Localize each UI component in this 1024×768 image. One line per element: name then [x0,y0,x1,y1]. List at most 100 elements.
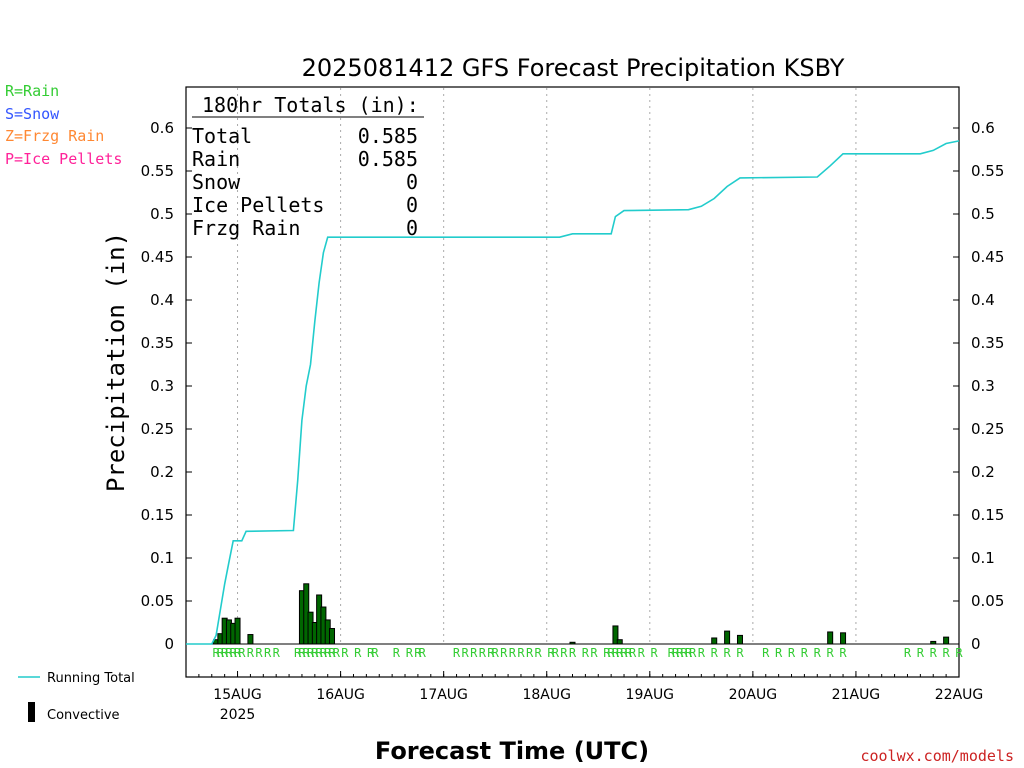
precip-type-mark: R [509,646,517,660]
precip-type-mark: R [904,646,912,660]
precip-type-mark: R [333,646,341,660]
precip-type-mark: R [552,646,560,660]
convective-bar [840,632,847,645]
precip-type-mark: R [414,646,422,660]
precip-type-mark: R [775,646,783,660]
y-tick-label-left: 0.6 [150,119,174,137]
totals-header: 180hr Totals (in): [202,93,419,117]
precip-type-mark: R [612,646,620,660]
y-tick-label-right: 0 [971,635,981,653]
precip-type-mark: R [685,646,693,660]
precip-type-mark: R [762,646,770,660]
precip-type-mark: R [303,646,311,660]
precip-type-mark: R [367,646,375,660]
precip-type-mark: R [930,646,938,660]
precip-type-mark: R [638,646,646,660]
precip-type-mark: R [676,646,684,660]
x-tick-label: 22AUG [935,687,984,703]
y-tick-label-left: 0.5 [150,205,174,223]
y-tick-label-left: 0.15 [141,506,174,524]
y-tick-label-right: 0.5 [971,205,995,223]
x-tick-label: 18AUG [522,687,571,703]
precip-type-mark: R [535,646,543,660]
totals-value-ice-pellets: 0 [406,193,418,217]
legend-convective: Convective [47,708,120,723]
precip-type-mark: R [341,646,349,660]
y-tick-label-right: 0.25 [971,420,1004,438]
y-tick-label-right: 0.3 [971,377,995,395]
y-tick-label-right: 0.2 [971,463,995,481]
convective-bar [724,630,731,645]
running-total-line [186,140,960,645]
precip-type-mark: R [625,646,633,660]
y-tick-label-left: 0.3 [150,377,174,395]
totals-label-snow: Snow [192,170,241,194]
precip-type-mark: R [264,646,272,660]
precip-type-mark: R [492,646,500,660]
y-tick-label-right: 0.55 [971,162,1004,180]
convective-bar [827,631,834,645]
precip-type-mark: R [298,646,306,660]
precip-type-mark: R [234,646,242,660]
precip-type-mark: R [230,646,238,660]
precip-type-mark: R [453,646,461,660]
precip-type-mark: R [839,646,847,660]
totals-value-snow: 0 [406,170,418,194]
convective-bar [569,641,576,645]
precip-type-mark: R [603,646,611,660]
precip-type-mark: R [814,646,822,660]
precip-type-mark: R [569,646,577,660]
precip-type-mark: R [801,646,809,660]
legend-rain: R=Rain [5,82,59,100]
precip-type-mark: R [917,646,925,660]
y-tick-label-right: 0.05 [971,592,1004,610]
precip-type-mark: R [582,646,590,660]
legend-frzg-rain: Z=Frzg Rain [5,127,104,145]
precip-type-mark: R [294,646,302,660]
y-tick-label-left: 0.4 [150,291,174,309]
precip-type-mark: R [328,646,336,660]
y-axis-ticks: 0 00.05 0.050.1 0.10.15 0.150.2 0.20.25 0.250.… [141,119,1005,653]
precip-type-mark: R [255,646,263,660]
convective-bar [616,639,623,645]
y-tick-label-left: 0.55 [141,162,174,180]
totals-label-frzg-rain: Frzg Rain [192,216,300,240]
precip-type-mark: R [354,646,362,660]
precip-type-mark: R [711,646,719,660]
legend-running-total: Running Total [47,671,135,686]
precip-type-mark: R [247,646,255,660]
x-tick-label: 17AUG [419,687,468,703]
totals-value-frzg-rain: 0 [406,216,418,240]
precip-type-mark: R [698,646,706,660]
convective-bar [943,636,950,645]
convective-bars [213,583,950,645]
y-tick-label-left: 0.25 [141,420,174,438]
precip-type-mark: R [406,646,414,660]
y-tick-label-left: 0.05 [141,592,174,610]
totals-label-ice-pellets: Ice Pellets [192,193,324,217]
x-tick-label: 15AUG [213,687,262,703]
plot-frame [185,86,960,678]
precip-type-mark: R [470,646,478,660]
precip-type-mark: R [311,646,319,660]
precip-type-mark: R [238,646,246,660]
chart-title: 2025081412 GFS Forecast Precipitation KS… [302,54,845,82]
precip-type-mark: R [212,646,220,660]
y-tick-label-right: 0.45 [971,248,1004,266]
precip-type-mark: R [324,646,332,660]
convective-bar [247,634,254,645]
x-tick-label: 16AUG [316,687,365,703]
precip-type-mark: R [723,646,731,660]
legend-ice-pellets: P=Ice Pellets [5,150,122,168]
precip-type-mark: R [616,646,624,660]
x-tick-label: 21AUG [832,687,881,703]
convective-bar [329,628,336,645]
convective-bar [736,634,743,645]
precip-type-mark: R [225,646,233,660]
y-tick-label-right: 0.4 [971,291,995,309]
x-axis-ticks: 15AUG 2025 16AUG 17AUG 18AUG 19AUG 20AUG 21AUG 2… [185,671,984,723]
precip-type-mark: R [273,646,281,660]
totals-value-rain: 0.585 [358,147,418,171]
precip-type-mark: R [942,646,950,660]
